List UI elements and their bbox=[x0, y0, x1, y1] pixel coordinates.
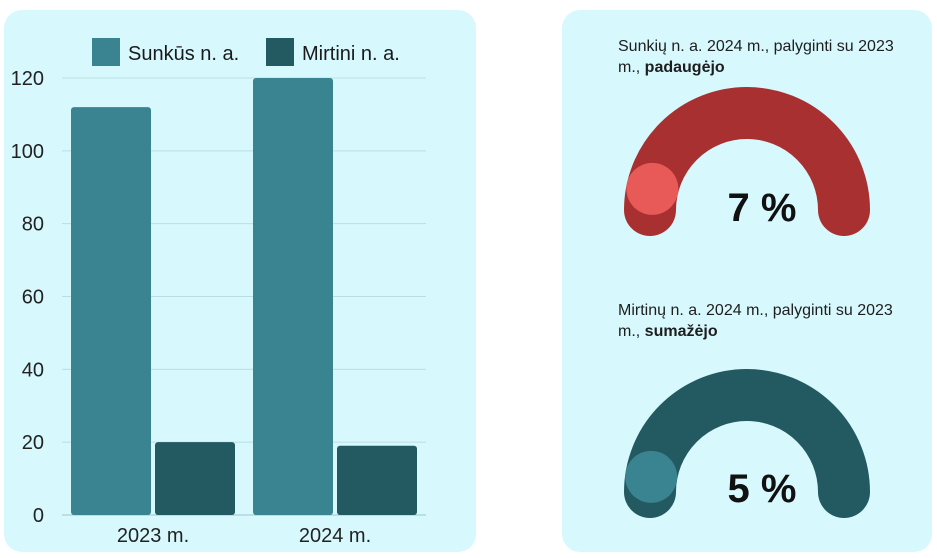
gauge-caption-text: Sunkių n. a. 2024 m., palyginti su 2023 … bbox=[618, 38, 894, 76]
gauge-knob bbox=[626, 162, 679, 215]
bar-fatal-1 bbox=[337, 445, 417, 515]
legend-swatch bbox=[92, 38, 120, 66]
y-tick-label: 80 bbox=[22, 214, 44, 236]
y-tick-label: 0 bbox=[33, 505, 44, 527]
gauge-fatal bbox=[624, 369, 870, 518]
gauge-caption-bold: sumažėjo bbox=[644, 323, 718, 340]
bar-fatal-0 bbox=[155, 442, 235, 515]
gauge-caption-serious: Sunkių n. a. 2024 m., palyginti su 2023 … bbox=[618, 36, 918, 78]
y-tick-label: 60 bbox=[22, 287, 44, 309]
gauge-caption-fatal: Mirtinų n. a. 2024 m., palyginti su 2023… bbox=[618, 300, 918, 342]
gauge-value-fatal: 5 % bbox=[727, 467, 797, 511]
gauge-serious bbox=[624, 87, 870, 236]
gauge-track bbox=[624, 369, 870, 518]
gauge-value-serious: 7 % bbox=[727, 186, 797, 230]
x-tick-label: 2023 m. bbox=[117, 525, 189, 547]
legend-label: Mirtini n. a. bbox=[302, 43, 400, 65]
y-tick-label: 100 bbox=[11, 141, 44, 163]
bar-serious-1 bbox=[253, 78, 333, 515]
bar-chart-card: 0 20 40 60 80 100 120 2023 m. 2024 m. Sunkūs n. a… bbox=[4, 10, 476, 552]
y-tick-label: 40 bbox=[22, 359, 44, 381]
bar-chart: 0 20 40 60 80 100 120 2023 m. 2024 m. Sunkūs n. a… bbox=[11, 38, 426, 547]
gauge-knob bbox=[625, 450, 678, 503]
x-tick-label: 2024 m. bbox=[299, 525, 371, 547]
gauge-caption-text: Mirtinų n. a. 2024 m., palyginti su 2023… bbox=[618, 302, 893, 340]
y-tick-label: 20 bbox=[22, 432, 44, 454]
legend-swatch bbox=[266, 38, 294, 66]
legend-label: Sunkūs n. a. bbox=[128, 43, 239, 65]
gauges-card: Sunkių n. a. 2024 m., palyginti su 2023 … bbox=[562, 10, 932, 552]
gauge-caption-bold: padaugėjo bbox=[644, 59, 725, 76]
bar-serious-0 bbox=[71, 107, 151, 515]
y-tick-label: 120 bbox=[11, 68, 44, 90]
